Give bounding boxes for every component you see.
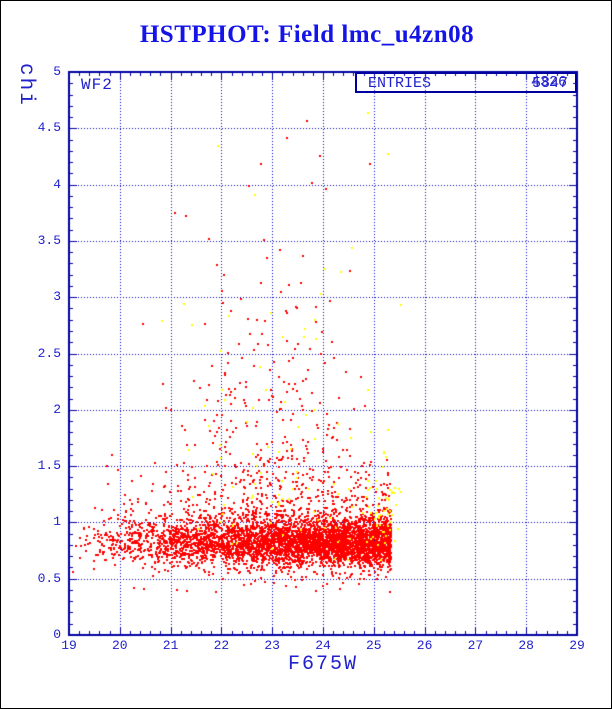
y-tick-label: 0.5 xyxy=(37,570,61,586)
detector-label: WF2 xyxy=(81,76,113,94)
x-tick-label: 29 xyxy=(569,638,585,653)
x-tick-label: 20 xyxy=(111,638,128,653)
y-tick-label: 3 xyxy=(53,289,61,305)
y-tick-label: 1.5 xyxy=(37,458,61,474)
y-tick-label: 3.5 xyxy=(37,232,61,248)
x-tick-label: 21 xyxy=(162,638,179,653)
x-tick-label: 28 xyxy=(518,638,534,653)
y-tick-label: 5 xyxy=(53,64,61,79)
x-tick-label: 26 xyxy=(416,638,433,653)
x-tick-label: 24 xyxy=(315,638,331,653)
x-axis-label: F675W xyxy=(287,653,358,676)
y-tick-label: 2 xyxy=(53,401,61,417)
y-tick-label: 4 xyxy=(53,176,61,192)
x-tick-label: 19 xyxy=(61,638,77,653)
entries-stats-box: ENTRIES 5847 4326 xyxy=(355,72,577,93)
y-tick-label: 2.5 xyxy=(37,345,61,361)
x-tick-label: 23 xyxy=(264,638,280,653)
x-tick-label: 22 xyxy=(213,638,230,653)
x-tick-label: 27 xyxy=(467,638,484,653)
y-tick-label: 1 xyxy=(53,514,61,530)
entries-label: ENTRIES xyxy=(368,75,432,92)
y-tick-label: 0 xyxy=(53,627,61,642)
entries-value-1: 5847 xyxy=(531,75,568,92)
entries-value-2: 4326 xyxy=(530,74,567,91)
page-title: HSTPHOT: Field lmc_u4zn08 xyxy=(139,21,475,48)
y-tick-label: 4.5 xyxy=(37,120,61,136)
x-tick-label: 25 xyxy=(365,638,382,653)
